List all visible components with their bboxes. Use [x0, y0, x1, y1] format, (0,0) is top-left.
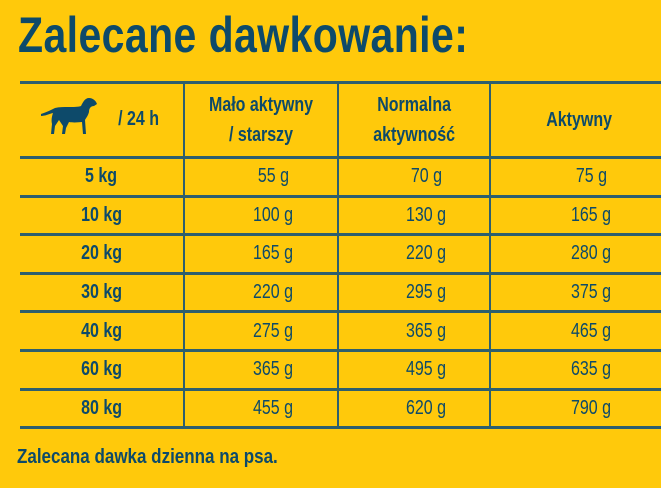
- dose-cell: 465 g: [489, 310, 661, 352]
- table-row: 80 kg 455 g 620 g 790 g: [20, 387, 661, 430]
- dose-cell: 275 g: [183, 310, 339, 352]
- weight-cell: 5 kg: [20, 156, 185, 198]
- dose-cell: 100 g: [183, 194, 339, 237]
- weight-cell: 40 kg: [20, 310, 185, 352]
- dose-cell: 220 g: [337, 233, 491, 275]
- dose-cell: 455 g: [183, 387, 339, 430]
- page-title: Zalecane dawkowanie:: [18, 7, 469, 63]
- table-header-row: / 24 h Mało aktywny / starszy Normalna akt…: [20, 81, 661, 159]
- dose-cell: 365 g: [337, 310, 491, 352]
- column-header: Mało aktywny / starszy: [183, 81, 339, 159]
- dose-cell: 295 g: [337, 271, 491, 314]
- table-row: 20 kg 165 g 220 g 280 g: [20, 233, 661, 275]
- dose-cell: 635 g: [489, 348, 661, 391]
- dose-cell: 165 g: [489, 194, 661, 237]
- dose-cell: 55 g: [183, 156, 339, 198]
- corner-cell: / 24 h: [20, 81, 185, 159]
- dose-cell: 75 g: [489, 156, 661, 198]
- column-header: Aktywny: [489, 81, 661, 159]
- table-row: 10 kg 100 g 130 g 165 g: [20, 194, 661, 237]
- dose-cell: 130 g: [337, 194, 491, 237]
- footer-note: Zalecana dawka dzienna na psa.: [17, 446, 278, 468]
- dosage-table: / 24 h Mało aktywny / starszy Normalna akt…: [20, 81, 661, 430]
- weight-cell: 20 kg: [20, 233, 185, 275]
- column-header: Normalna aktywność: [337, 81, 491, 159]
- dose-cell: 365 g: [183, 348, 339, 391]
- weight-cell: 80 kg: [20, 387, 185, 430]
- weight-cell: 10 kg: [20, 194, 185, 237]
- weight-cell: 60 kg: [20, 348, 185, 391]
- dose-cell: 70 g: [337, 156, 491, 198]
- dose-cell: 375 g: [489, 271, 661, 314]
- dose-cell: 165 g: [183, 233, 339, 275]
- table-row: 60 kg 365 g 495 g 635 g: [20, 348, 661, 391]
- table-row: 30 kg 220 g 295 g 375 g: [20, 271, 661, 314]
- table-row: 40 kg 275 g 365 g 465 g: [20, 310, 661, 352]
- per-day-label: / 24 h: [118, 108, 159, 131]
- dose-cell: 620 g: [337, 387, 491, 430]
- dose-cell: 220 g: [183, 271, 339, 314]
- dog-icon: [39, 96, 99, 145]
- dose-cell: 495 g: [337, 348, 491, 391]
- table-row: 5 kg 55 g 70 g 75 g: [20, 156, 661, 198]
- dose-cell: 790 g: [489, 387, 661, 430]
- dose-cell: 280 g: [489, 233, 661, 275]
- weight-cell: 30 kg: [20, 271, 185, 314]
